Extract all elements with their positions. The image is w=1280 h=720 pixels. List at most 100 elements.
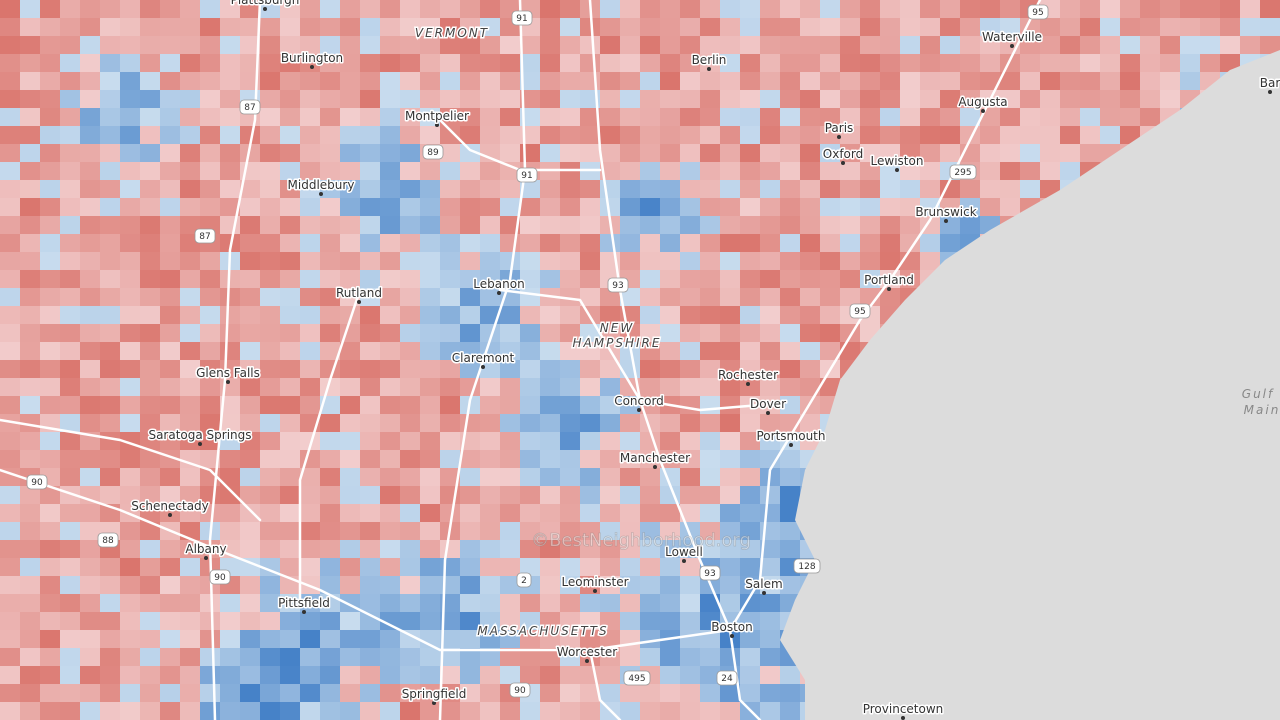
tract	[880, 0, 901, 19]
tract	[400, 360, 421, 379]
tract	[280, 684, 301, 703]
tract	[740, 342, 761, 361]
tract	[380, 306, 401, 325]
tract	[560, 522, 581, 541]
tract	[500, 522, 521, 541]
city-label: Glens Falls	[196, 366, 260, 380]
tract	[500, 360, 521, 379]
tract	[120, 612, 141, 631]
tract	[300, 702, 321, 720]
tract	[700, 432, 721, 451]
tract	[0, 288, 21, 307]
tract	[40, 594, 61, 613]
tract	[880, 72, 901, 91]
tract	[400, 216, 421, 235]
tract	[1080, 144, 1101, 163]
tract	[160, 378, 181, 397]
tract	[400, 198, 421, 217]
tract	[680, 90, 701, 109]
tract	[460, 540, 481, 559]
tract	[1020, 54, 1041, 73]
tract	[800, 324, 821, 343]
tract	[280, 252, 301, 271]
tract	[660, 360, 681, 379]
tract	[340, 126, 361, 145]
tract	[320, 342, 341, 361]
tract	[340, 648, 361, 667]
tract	[260, 144, 281, 163]
tract	[0, 486, 21, 505]
tract	[880, 90, 901, 109]
tract	[480, 198, 501, 217]
tract	[200, 252, 221, 271]
tract	[660, 216, 681, 235]
city-dot	[837, 135, 841, 139]
tract	[580, 522, 601, 541]
tract	[620, 594, 641, 613]
tract	[580, 684, 601, 703]
tract	[40, 0, 61, 19]
tract	[840, 108, 861, 127]
tract	[20, 684, 41, 703]
tract	[160, 342, 181, 361]
tract	[420, 216, 441, 235]
road	[498, 288, 762, 412]
tract	[380, 432, 401, 451]
tract	[100, 72, 121, 91]
tract	[980, 36, 1001, 55]
highway-shield	[511, 10, 533, 26]
tract	[620, 180, 641, 199]
tract	[420, 234, 441, 253]
tract	[720, 36, 741, 55]
tract	[780, 54, 801, 73]
tract	[840, 180, 861, 199]
tract	[920, 18, 941, 37]
tract	[860, 36, 881, 55]
tract	[240, 36, 261, 55]
tract	[880, 252, 901, 271]
tract	[640, 360, 661, 379]
tract	[840, 252, 861, 271]
tract	[540, 270, 561, 289]
tract	[500, 558, 521, 577]
tract	[840, 162, 861, 181]
tract	[160, 252, 181, 271]
tract	[80, 648, 101, 667]
tract	[580, 288, 601, 307]
tract	[240, 342, 261, 361]
tract	[920, 144, 941, 163]
tract	[340, 90, 361, 109]
tract	[1160, 0, 1181, 19]
tract	[1220, 36, 1241, 55]
tract	[720, 234, 741, 253]
tract	[820, 18, 841, 37]
tract	[720, 270, 741, 289]
tract	[440, 324, 461, 343]
tract	[540, 342, 561, 361]
tract	[660, 234, 681, 253]
water-label: Gulf	[1242, 387, 1274, 401]
tract	[740, 414, 761, 433]
tract	[900, 216, 921, 235]
tract	[1000, 198, 1021, 217]
tract	[860, 126, 881, 145]
tract	[500, 324, 521, 343]
tract	[80, 72, 101, 91]
tract	[980, 18, 1001, 37]
tract	[120, 72, 141, 91]
tract	[380, 288, 401, 307]
tract	[360, 486, 381, 505]
tract	[240, 198, 261, 217]
tract	[600, 558, 621, 577]
tract	[360, 558, 381, 577]
tract	[320, 414, 341, 433]
tract	[580, 126, 601, 145]
tract	[100, 414, 121, 433]
tract	[920, 108, 941, 127]
tract	[100, 648, 121, 667]
highway-number: 91	[516, 14, 527, 24]
tract	[400, 234, 421, 253]
tract	[120, 414, 141, 433]
tract	[300, 684, 321, 703]
tract	[280, 288, 301, 307]
